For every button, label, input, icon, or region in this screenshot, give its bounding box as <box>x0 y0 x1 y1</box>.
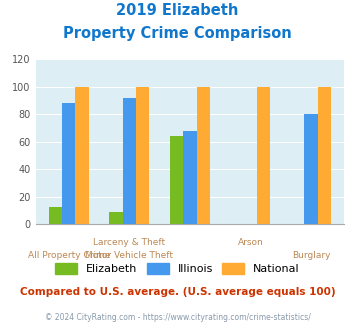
Bar <box>49 207 62 224</box>
Text: Arson: Arson <box>237 238 263 247</box>
Legend: Elizabeth, Illinois, National: Elizabeth, Illinois, National <box>52 260 303 278</box>
Text: Burglary: Burglary <box>292 251 330 260</box>
Bar <box>183 131 197 224</box>
Text: All Property Crime: All Property Crime <box>28 251 110 260</box>
Text: Property Crime Comparison: Property Crime Comparison <box>63 26 292 41</box>
Bar <box>62 103 76 224</box>
Bar <box>170 136 183 224</box>
Text: Compared to U.S. average. (U.S. average equals 100): Compared to U.S. average. (U.S. average … <box>20 287 335 297</box>
Bar <box>76 87 89 224</box>
Text: Motor Vehicle Theft: Motor Vehicle Theft <box>85 251 173 260</box>
Bar <box>109 212 123 224</box>
Bar <box>304 115 318 224</box>
Bar <box>197 87 210 224</box>
Bar <box>123 98 136 224</box>
Bar <box>136 87 149 224</box>
Text: Larceny & Theft: Larceny & Theft <box>93 238 165 247</box>
Bar <box>257 87 271 224</box>
Bar <box>318 87 331 224</box>
Text: © 2024 CityRating.com - https://www.cityrating.com/crime-statistics/: © 2024 CityRating.com - https://www.city… <box>45 314 310 322</box>
Text: 2019 Elizabeth: 2019 Elizabeth <box>116 3 239 18</box>
